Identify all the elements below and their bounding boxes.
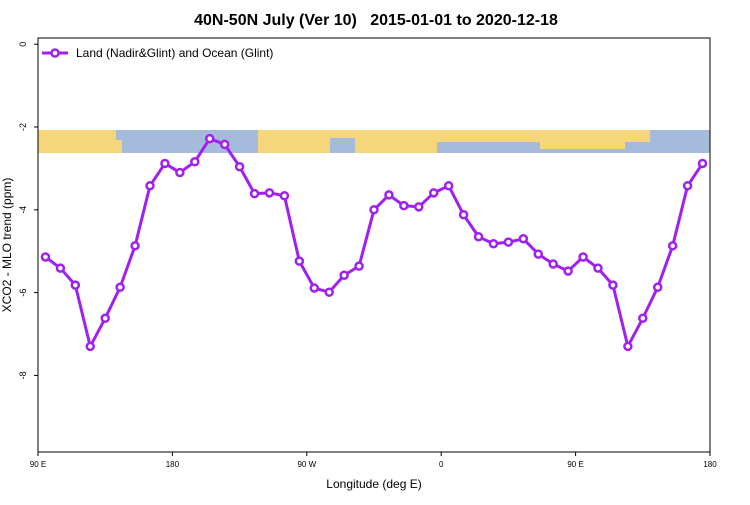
x-tick-label: 90 E bbox=[30, 460, 46, 469]
point bbox=[399, 200, 409, 211]
point bbox=[518, 234, 529, 244]
point bbox=[488, 239, 499, 249]
point bbox=[234, 162, 245, 172]
point bbox=[279, 190, 290, 201]
x-tick-label: 0 bbox=[439, 460, 444, 469]
point bbox=[294, 256, 305, 266]
point bbox=[160, 158, 170, 169]
point bbox=[175, 167, 185, 178]
x-tick-label: 90 E bbox=[567, 460, 583, 469]
point bbox=[130, 241, 140, 251]
point bbox=[428, 188, 439, 198]
point bbox=[473, 231, 484, 242]
x-axis-label: Longitude (deg E) bbox=[326, 477, 421, 491]
y-tick-label: -4 bbox=[18, 206, 28, 214]
point bbox=[55, 263, 66, 273]
point bbox=[608, 280, 618, 290]
plot-frame bbox=[37, 37, 711, 453]
point bbox=[667, 241, 678, 251]
point bbox=[443, 181, 454, 191]
series-line bbox=[44, 137, 704, 348]
x-tick-label: 180 bbox=[166, 460, 180, 469]
point bbox=[578, 252, 588, 262]
point bbox=[548, 259, 558, 269]
legend-label: Land (Nadir&Glint) and Ocean (Glint) bbox=[76, 46, 273, 60]
point bbox=[533, 249, 544, 259]
point bbox=[115, 282, 125, 292]
y-tick-label: -2 bbox=[18, 123, 28, 131]
y-tick-label: -8 bbox=[18, 371, 28, 379]
point bbox=[204, 133, 215, 144]
point bbox=[563, 266, 573, 276]
point bbox=[339, 270, 349, 280]
point bbox=[145, 181, 155, 191]
point bbox=[324, 287, 334, 297]
point bbox=[623, 341, 633, 352]
y-tick-label: 0 bbox=[18, 42, 28, 47]
point bbox=[682, 181, 693, 191]
point bbox=[264, 188, 275, 198]
point bbox=[40, 252, 51, 262]
legend-marker bbox=[50, 48, 60, 58]
point bbox=[697, 158, 708, 169]
point bbox=[249, 188, 260, 199]
point bbox=[354, 261, 364, 271]
point bbox=[190, 157, 200, 167]
point bbox=[652, 282, 663, 292]
point bbox=[414, 202, 424, 212]
point bbox=[70, 280, 81, 290]
point bbox=[638, 313, 648, 324]
point bbox=[100, 313, 110, 324]
point bbox=[369, 205, 379, 215]
map-band bbox=[38, 130, 710, 153]
point bbox=[85, 341, 96, 352]
x-tick-label: 90 W bbox=[297, 460, 316, 469]
y-tick-label: -6 bbox=[18, 289, 28, 297]
point bbox=[384, 190, 394, 200]
point bbox=[309, 283, 320, 293]
x-tick-label: 180 bbox=[703, 460, 717, 469]
point bbox=[458, 210, 469, 220]
point bbox=[503, 237, 514, 247]
point bbox=[593, 263, 603, 273]
y-axis-label: XCO2 - MLO trend (ppm) bbox=[0, 178, 14, 313]
chart-title: 40N-50N July (Ver 10) 2015-01-01 to 2020… bbox=[194, 12, 558, 29]
point bbox=[219, 139, 230, 150]
